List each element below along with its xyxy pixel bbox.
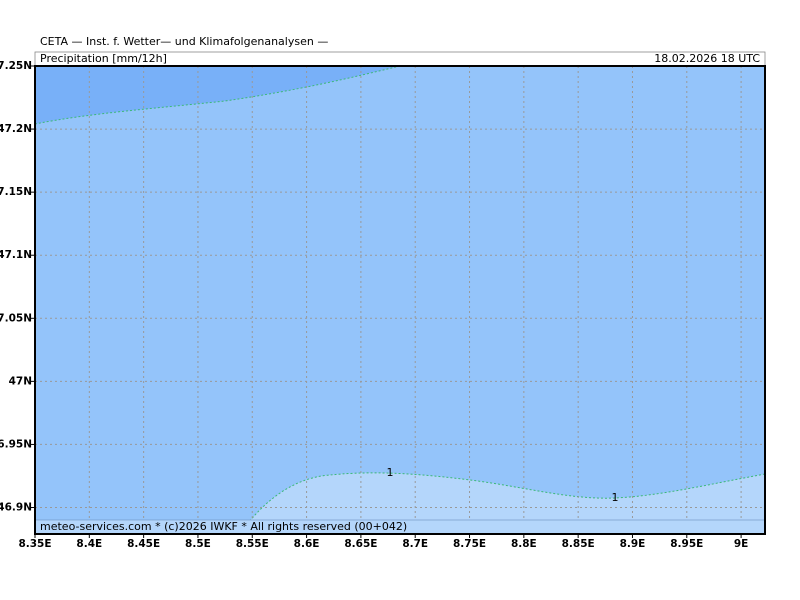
footer-text: meteo-services.com * (c)2026 IWKF * All … bbox=[40, 520, 407, 533]
y-tick-label: 47.25N bbox=[0, 60, 32, 72]
x-tick-label: 8.6E bbox=[294, 538, 320, 550]
contour-label: 1 bbox=[387, 466, 394, 479]
x-tick-label: 8.4E bbox=[76, 538, 102, 550]
time-label: 18.02.2026 18 UTC bbox=[654, 52, 760, 65]
y-tick-label: 47.15N bbox=[0, 186, 32, 198]
x-tick-label: 8.75E bbox=[453, 538, 486, 550]
y-tick-label: 47.2N bbox=[0, 123, 32, 135]
plot-area: meteo-services.com * (c)2026 IWKF * All … bbox=[35, 66, 765, 534]
x-tick-label: 8.45E bbox=[127, 538, 160, 550]
y-tick-label: 46.95N bbox=[0, 438, 32, 450]
y-tick-label: 47N bbox=[9, 375, 32, 387]
y-tick-label: 47.1N bbox=[0, 249, 32, 261]
y-tick-label: 46.9N bbox=[0, 502, 32, 514]
x-tick-label: 8.85E bbox=[562, 538, 595, 550]
x-tick-label: 8.9E bbox=[620, 538, 646, 550]
y-tick-label: 47.05N bbox=[0, 312, 32, 324]
x-tick-label: 8.55E bbox=[236, 538, 269, 550]
x-tick-label: 8.7E bbox=[402, 538, 428, 550]
precip-area bbox=[35, 66, 765, 534]
footer-strip bbox=[35, 519, 765, 534]
header-title: CETA — Inst. f. Wetter— und Klimafolgena… bbox=[40, 35, 328, 48]
x-tick-label: 8.5E bbox=[185, 538, 211, 550]
precip-area-low bbox=[240, 472, 765, 534]
x-tick-label: 8.8E bbox=[511, 538, 537, 550]
contour-line bbox=[35, 66, 401, 125]
x-tick-label: 8.95E bbox=[670, 538, 703, 550]
contour-label: 1 bbox=[612, 491, 619, 504]
x-tick-label: 8.35E bbox=[18, 538, 51, 550]
x-tick-label: 9E bbox=[734, 538, 748, 550]
precip-area-high bbox=[35, 66, 400, 124]
x-tick-label: 8.65E bbox=[344, 538, 377, 550]
field-label: Precipitation [mm/12h] bbox=[40, 52, 167, 65]
contour-line bbox=[239, 472, 765, 534]
plot-frame bbox=[34, 65, 766, 535]
